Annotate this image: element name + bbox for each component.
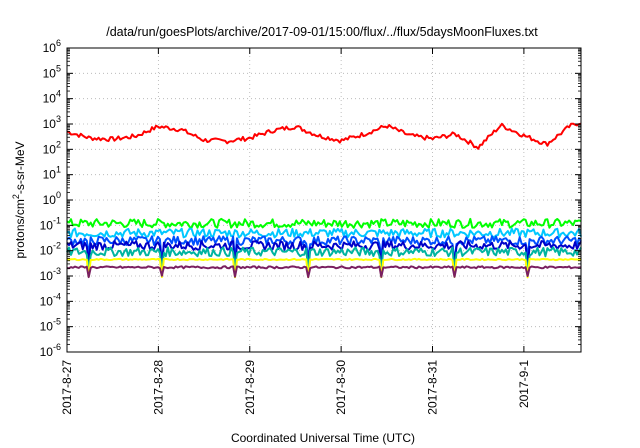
y-axis-label: protons/cm2-s-sr-MeV [11,141,27,258]
y-tick-exp: 5 [56,63,61,73]
x-tick-label: 2017-9-1 [517,360,531,408]
x-axis-label: Coordinated Universal Time (UTC) [231,431,415,445]
y-tick-base: 10 [40,218,54,232]
series-line [66,227,582,239]
y-tick-label: 10-4 [40,291,61,308]
y-tick-label: 105 [43,63,61,80]
chart-title: /data/run/goesPlots/archive/2017-09-01/1… [106,25,538,39]
x-tick-label: 2017-8-30 [334,360,348,415]
y-tick-exp: 1 [56,165,61,175]
series-line [66,240,582,269]
y-tick-exp: -1 [53,215,61,225]
series-group [66,122,582,279]
y-tick-label: 106 [43,38,61,55]
y-tick-label: 10-5 [40,317,61,334]
y-tick-base: 10 [40,269,54,283]
y-tick-exp: 0 [56,190,61,200]
x-tick-label: 2017-8-29 [243,360,257,415]
y-axis-label-sup: 2 [11,194,21,199]
y-tick-exp: 3 [56,114,61,124]
y-tick-base: 10 [40,294,54,308]
y-tick-exp: -2 [53,241,61,251]
series-line [66,265,582,279]
x-tick-label: 2017-8-27 [60,360,74,415]
y-axis: 10-610-510-410-310-210-11001011021031041… [40,38,581,359]
y-tick-base: 10 [40,345,54,359]
y-tick-base: 10 [43,92,57,106]
y-tick-base: 10 [40,320,54,334]
series-line [66,217,582,229]
y-tick-exp: -6 [53,342,61,352]
y-tick-exp: -3 [53,266,61,276]
y-tick-label: 103 [43,114,61,131]
y-tick-base: 10 [43,142,57,156]
grid [67,48,581,352]
x-tick-label: 2017-8-31 [426,360,440,415]
y-tick-exp: 2 [56,139,61,149]
y-axis-label-post: -s-sr-MeV [13,141,27,194]
y-tick-label: 10-1 [40,215,61,232]
y-tick-label: 104 [43,89,61,106]
y-tick-exp: -5 [53,317,61,327]
y-tick-base: 10 [43,66,57,80]
series-line [66,257,582,279]
x-tick-label: 2017-8-28 [151,360,165,415]
x-axis: 2017-8-27 2017-8-28 2017-8-29 2017-8-30 2017… [60,48,531,415]
y-tick-base: 10 [43,117,57,131]
y-tick-base: 10 [43,168,57,182]
y-tick-label: 102 [43,139,61,156]
series-line [66,235,582,264]
y-tick-label: 10-6 [40,342,61,359]
y-tick-base: 10 [43,193,57,207]
y-tick-label: 10-3 [40,266,61,283]
series-line [66,246,582,273]
series-line [66,122,582,150]
y-axis-label-pre: protons/cm [13,199,27,258]
y-tick-exp: 6 [56,38,61,48]
y-tick-label: 10-2 [40,241,61,258]
y-tick-label: 101 [43,165,61,182]
y-tick-exp: 4 [56,89,61,99]
y-tick-label: 100 [43,190,61,207]
y-tick-base: 10 [43,41,57,55]
y-tick-exp: -4 [53,291,61,301]
y-tick-base: 10 [40,244,54,258]
